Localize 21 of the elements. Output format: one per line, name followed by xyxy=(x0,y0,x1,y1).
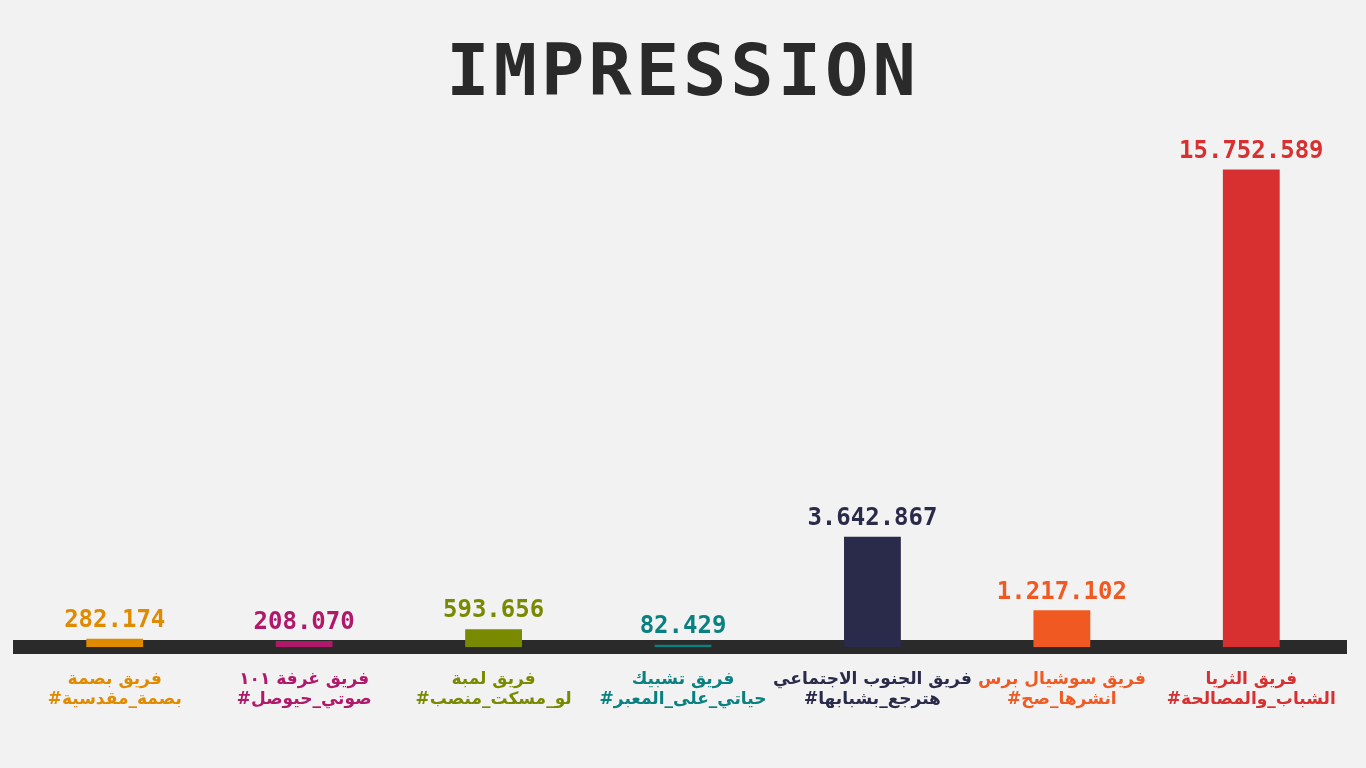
x-tick-label: فريق غرفة ١٠١ #صوتي_حيوصل xyxy=(236,667,372,710)
data-label: 282.174 xyxy=(64,604,166,633)
x-tick-label: فريق الجنوب الاجتماعي #هترجع_بشبابها xyxy=(773,667,972,710)
data-label: 3.642.867 xyxy=(807,502,938,531)
x-tick-label: فريق تشبيك #حياتي_على_المعبر xyxy=(599,667,767,710)
x-tick-label: فريق لمبة #لو_مسكت_منصب xyxy=(415,667,572,710)
bar xyxy=(275,640,333,648)
x-tick-label: فريق سوشيال برس #انشرها_صح xyxy=(977,667,1146,710)
bar xyxy=(844,536,901,648)
x-tick-label: فريق الثريا #الشباب_والمصالحة xyxy=(1166,667,1336,710)
data-label: 208.070 xyxy=(253,607,355,636)
bar xyxy=(1222,169,1280,648)
bar xyxy=(86,638,144,648)
data-label: 15.752.589 xyxy=(1179,135,1324,164)
bar xyxy=(465,629,522,648)
data-label: 593.656 xyxy=(442,595,545,624)
data-label: 1.217.102 xyxy=(996,576,1127,605)
data-label: 82.429 xyxy=(639,610,727,639)
chart-title: IMPRESSION xyxy=(445,28,921,112)
bar xyxy=(1033,610,1091,648)
x-tick-label: فريق بصمة #بصمة_مقدسية xyxy=(47,667,182,709)
